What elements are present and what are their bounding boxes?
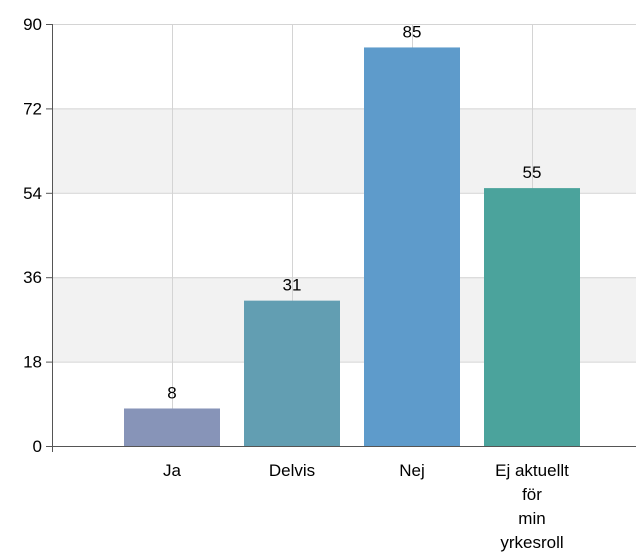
axes bbox=[46, 24, 636, 452]
y-axis-ticks: 0 18 36 54 72 90 bbox=[23, 15, 52, 456]
category-label-1-line-0: Delvis bbox=[269, 461, 315, 480]
category-label-3-line-1: för bbox=[522, 485, 542, 504]
bar-ej-aktuellt bbox=[484, 188, 580, 446]
data-label-0: 8 bbox=[167, 383, 176, 402]
y-tick-label-1: 18 bbox=[23, 353, 42, 372]
data-labels: 8 31 85 55 bbox=[167, 22, 541, 402]
bars bbox=[124, 47, 580, 446]
category-labels: Ja Delvis Nej Ej aktuellt för min yrkesroll bbox=[163, 461, 569, 552]
category-label-2-line-0: Nej bbox=[399, 461, 425, 480]
y-tick-label-5: 90 bbox=[23, 15, 42, 34]
category-label-3-line-3: yrkesroll bbox=[500, 533, 563, 552]
y-tick-label-3: 54 bbox=[23, 184, 42, 203]
data-label-2: 85 bbox=[403, 22, 422, 41]
y-tick-label-2: 36 bbox=[23, 268, 42, 287]
y-tick-label-4: 72 bbox=[23, 99, 42, 118]
category-label-3-line-2: min bbox=[518, 509, 545, 528]
data-label-1: 31 bbox=[283, 276, 302, 295]
bar-delvis bbox=[244, 300, 340, 446]
bar-ja bbox=[124, 408, 220, 446]
category-label-0-line-0: Ja bbox=[163, 461, 182, 480]
y-tick-label-0: 0 bbox=[33, 437, 42, 456]
category-label-3-line-0: Ej aktuellt bbox=[495, 461, 569, 480]
band-3 bbox=[52, 108, 636, 193]
bar-nej bbox=[364, 47, 460, 446]
data-label-3: 55 bbox=[523, 163, 542, 182]
